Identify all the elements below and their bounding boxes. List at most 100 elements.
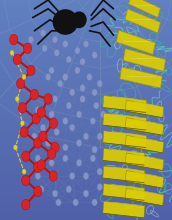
Bar <box>0 126 172 129</box>
Bar <box>0 182 172 184</box>
Circle shape <box>63 155 68 162</box>
Circle shape <box>22 175 30 186</box>
Bar <box>0 30 172 33</box>
Bar <box>0 110 172 113</box>
Circle shape <box>75 67 80 74</box>
Bar <box>0 14 172 16</box>
Circle shape <box>80 95 85 103</box>
Circle shape <box>92 146 97 153</box>
Circle shape <box>83 133 89 140</box>
Bar <box>0 94 172 96</box>
Bar <box>0 198 172 201</box>
Circle shape <box>49 171 57 181</box>
Circle shape <box>63 144 68 151</box>
Circle shape <box>40 29 46 37</box>
Circle shape <box>22 74 26 80</box>
Bar <box>0 204 172 206</box>
Circle shape <box>22 199 30 210</box>
Circle shape <box>20 121 24 126</box>
Bar <box>0 217 172 220</box>
Circle shape <box>90 155 96 162</box>
Circle shape <box>27 65 35 76</box>
Circle shape <box>90 117 96 125</box>
Bar <box>0 33 172 36</box>
Bar <box>0 88 172 91</box>
Bar <box>0 214 172 217</box>
Bar <box>0 69 172 72</box>
Circle shape <box>17 78 25 89</box>
Bar <box>0 116 172 118</box>
Bar <box>0 118 172 121</box>
Circle shape <box>51 142 59 153</box>
Circle shape <box>39 186 44 193</box>
Bar <box>0 107 172 110</box>
Bar <box>0 80 172 82</box>
Circle shape <box>97 80 103 87</box>
Bar <box>0 129 172 132</box>
Polygon shape <box>123 49 166 71</box>
Circle shape <box>28 36 34 43</box>
Polygon shape <box>120 67 162 88</box>
Bar <box>0 195 172 198</box>
Circle shape <box>76 159 82 166</box>
Circle shape <box>76 139 82 147</box>
Circle shape <box>97 168 103 175</box>
Circle shape <box>37 160 45 170</box>
Bar <box>0 102 172 104</box>
Circle shape <box>45 73 51 81</box>
Polygon shape <box>125 153 164 170</box>
Bar <box>0 19 172 22</box>
Circle shape <box>54 128 60 136</box>
Circle shape <box>13 145 18 150</box>
Bar <box>0 212 172 214</box>
Polygon shape <box>125 135 164 153</box>
Bar <box>0 77 172 80</box>
Circle shape <box>56 199 61 206</box>
Circle shape <box>34 186 42 197</box>
Circle shape <box>69 89 75 96</box>
Polygon shape <box>103 166 145 183</box>
Circle shape <box>69 124 75 131</box>
Bar <box>0 52 172 55</box>
Bar <box>0 104 172 107</box>
Circle shape <box>63 40 68 48</box>
Circle shape <box>32 114 40 124</box>
Circle shape <box>92 89 97 96</box>
Circle shape <box>75 47 80 54</box>
Circle shape <box>13 54 21 65</box>
Bar <box>0 209 172 212</box>
Circle shape <box>92 199 97 206</box>
Bar <box>0 140 172 143</box>
Circle shape <box>76 111 82 118</box>
Circle shape <box>52 172 58 180</box>
Circle shape <box>83 172 89 180</box>
Circle shape <box>34 138 42 148</box>
Bar <box>0 44 172 47</box>
Circle shape <box>52 190 58 197</box>
Bar <box>0 41 172 44</box>
Circle shape <box>83 40 89 48</box>
Circle shape <box>10 50 14 55</box>
Circle shape <box>37 107 45 117</box>
Bar <box>0 55 172 58</box>
Bar <box>0 91 172 94</box>
Bar <box>0 74 172 77</box>
Bar <box>0 22 172 25</box>
Circle shape <box>100 111 106 118</box>
Circle shape <box>66 56 72 63</box>
Bar <box>0 192 172 195</box>
Circle shape <box>54 49 60 56</box>
Polygon shape <box>125 9 160 33</box>
Bar <box>0 173 172 176</box>
Bar <box>0 154 172 157</box>
Bar <box>0 58 172 60</box>
Circle shape <box>18 103 26 113</box>
Bar <box>0 151 172 154</box>
Bar <box>0 11 172 14</box>
Bar <box>0 85 172 88</box>
Bar <box>0 162 172 165</box>
Circle shape <box>66 186 72 193</box>
Circle shape <box>73 199 78 206</box>
Circle shape <box>92 51 97 59</box>
Ellipse shape <box>72 12 86 28</box>
